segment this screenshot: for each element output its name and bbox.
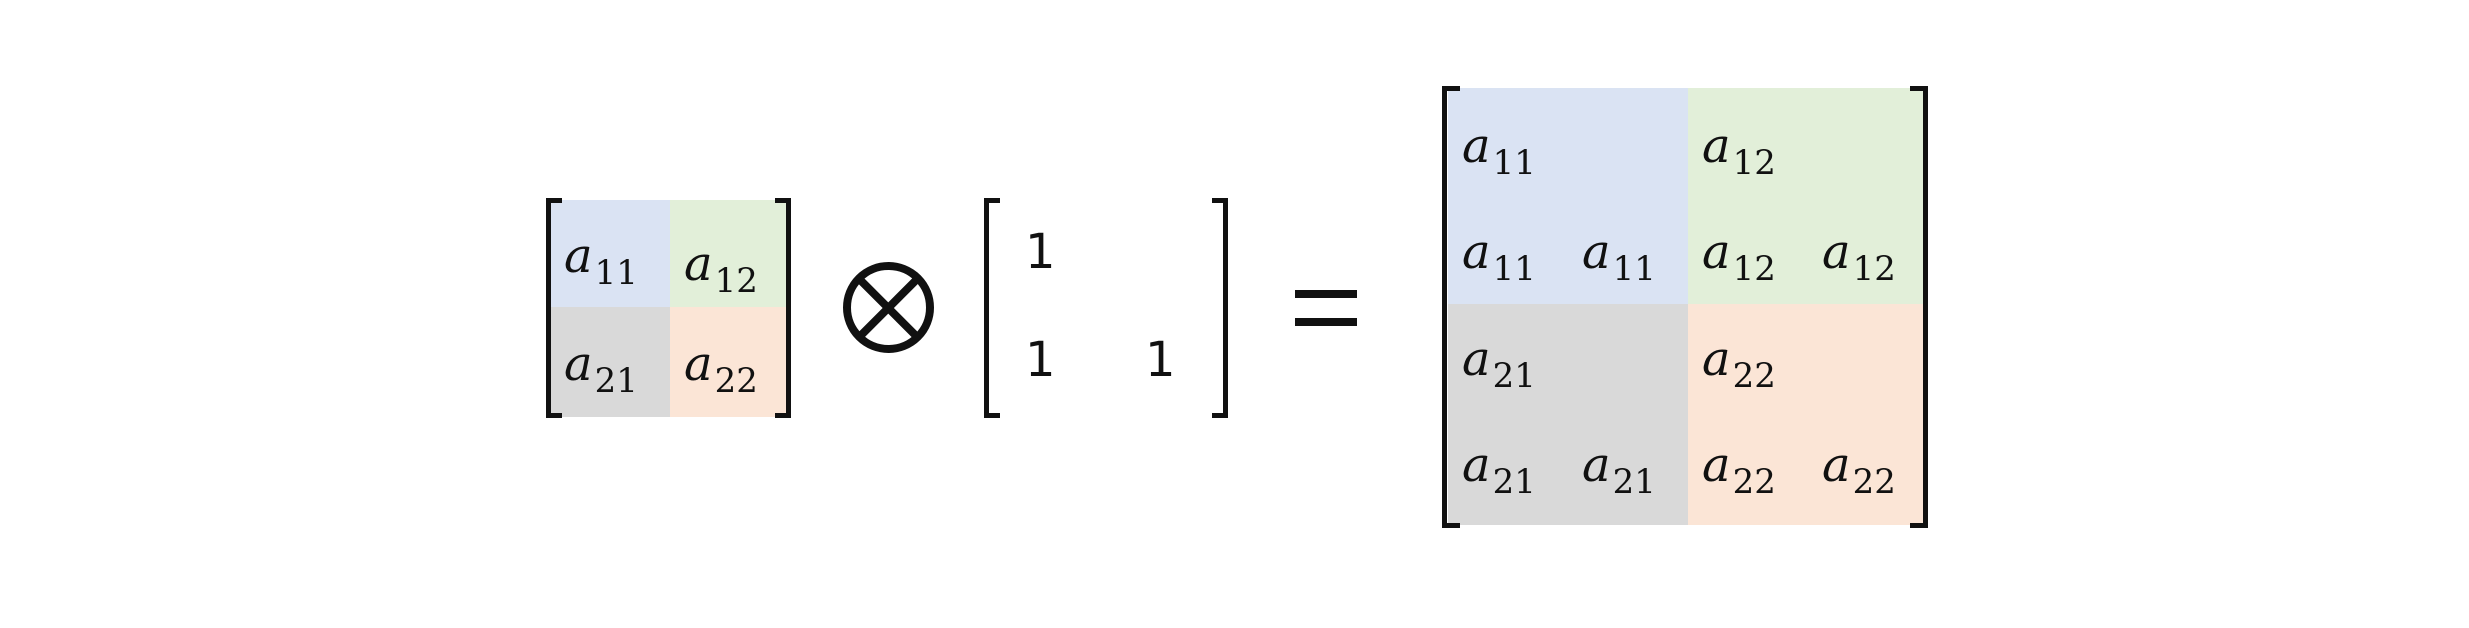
result-right-bracket [1910,86,1928,528]
cell-a22 [670,307,791,417]
result-entry-r1c1: a11 [1462,118,1536,183]
result-entry-r4c1: a21 [1462,437,1536,502]
entry-a11: a11 [564,228,638,293]
result-entry-r2c1: a11 [1462,224,1536,289]
result-entry-r4c4: a22 [1822,437,1896,502]
cell-a11 [548,200,670,307]
cell-a21 [548,307,670,417]
kernel-right-bracket [1212,198,1228,418]
result-entry-r2c3: a12 [1702,224,1776,289]
kernel-entry-r2c2: 1 [1145,332,1176,388]
result-block-a11 [1448,88,1688,304]
cell-a12 [670,200,791,307]
left-matrix-right-bracket [775,198,791,418]
entry-a22: a22 [684,336,758,401]
result-block-a22 [1688,304,1925,525]
circled-times-icon [843,262,934,353]
kernel-left-bracket [984,198,1000,418]
entry-a21: a21 [564,336,638,401]
kernel-entry-r1c1: 1 [1025,224,1056,280]
result-entry-r2c4: a12 [1822,224,1896,289]
result-entry-r1c3: a12 [1702,118,1776,183]
left-matrix-left-bracket [546,198,562,418]
result-entry-r4c2: a21 [1582,437,1656,502]
result-block-a21 [1448,304,1688,525]
result-block-a12 [1688,88,1925,304]
entry-a12: a12 [684,236,758,301]
result-entry-r3c1: a21 [1462,331,1536,396]
kernel-entry-r2c1: 1 [1025,332,1056,388]
result-left-bracket [1442,86,1460,528]
result-entry-r4c3: a22 [1702,437,1776,502]
result-entry-r2c2: a11 [1582,224,1656,289]
result-entry-r3c3: a22 [1702,331,1776,396]
